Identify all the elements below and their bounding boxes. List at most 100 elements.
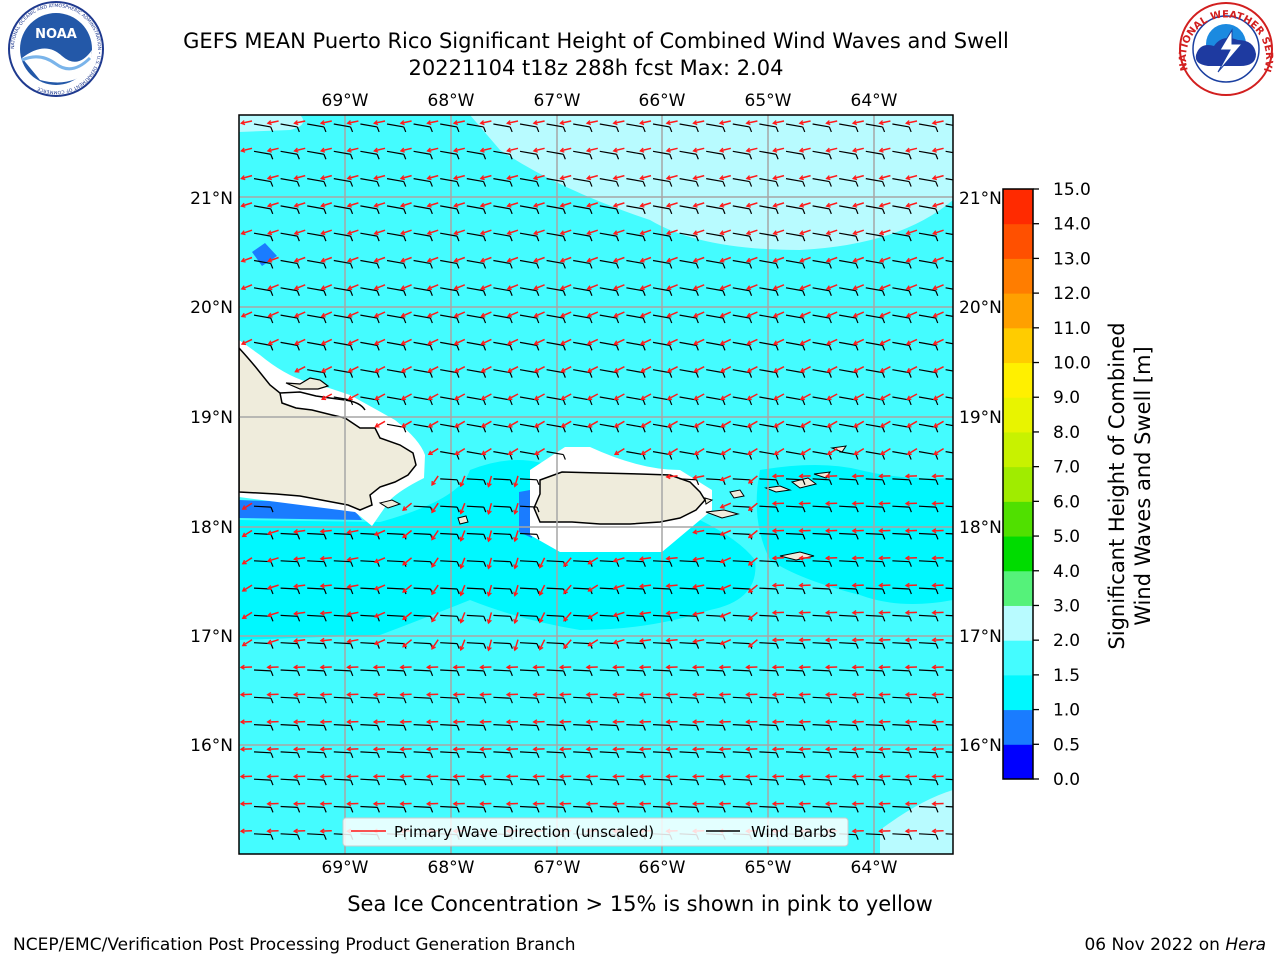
wave-direction-arrowhead xyxy=(241,505,247,510)
wind-barb xyxy=(918,259,936,265)
wind-barb-flag xyxy=(696,725,700,731)
wave-direction-arrow xyxy=(880,420,891,428)
wind-barb-flag xyxy=(429,263,433,269)
wave-direction-arrow xyxy=(693,529,705,534)
wind-barb xyxy=(307,341,325,346)
colorbar-segment xyxy=(1003,709,1033,745)
lon-label: 67°W xyxy=(534,91,581,111)
wind-barb xyxy=(945,805,953,808)
wave-direction-arrowhead xyxy=(853,422,859,428)
wind-barb xyxy=(440,778,458,781)
wave-direction-arrowhead xyxy=(346,746,352,752)
wave-direction-arrow xyxy=(267,229,279,235)
wave-direction-arrow xyxy=(427,174,439,180)
wave-direction-arrow xyxy=(560,202,572,207)
wave-direction-arrow xyxy=(431,530,439,541)
wave-direction-arrowhead xyxy=(906,422,912,428)
wind-barb xyxy=(945,778,953,781)
wave-direction-arrowhead xyxy=(480,367,486,373)
wind-barb-flag xyxy=(270,290,274,296)
wave-direction-arrow xyxy=(826,311,838,318)
wind-barb-flag xyxy=(722,126,726,133)
wind-barb xyxy=(812,287,830,292)
wind-barb-flag xyxy=(722,454,726,460)
wind-barb xyxy=(892,751,910,754)
wave-direction-arrowhead xyxy=(373,120,379,126)
wind-barb-flag xyxy=(695,317,699,324)
wind-barb xyxy=(865,505,883,508)
wind-barb xyxy=(360,669,378,672)
wind-barb xyxy=(652,314,670,319)
wind-barb-flag xyxy=(536,235,540,242)
wave-direction-arrowhead xyxy=(932,367,938,373)
land-st-croix xyxy=(779,551,815,561)
wave-direction-arrowhead xyxy=(372,719,378,725)
wave-direction-arrow xyxy=(454,420,466,428)
wind-barb-flag xyxy=(935,399,939,406)
wind-barb-flag xyxy=(456,779,460,786)
wave-direction-arrowhead xyxy=(931,664,937,670)
wave-direction-arrowhead xyxy=(532,691,538,698)
wave-direction-arrow xyxy=(320,174,332,180)
wave-direction-arrow xyxy=(487,584,493,596)
wave-direction-arrow xyxy=(294,202,306,207)
wind-barb-flag xyxy=(829,561,833,567)
wave-direction-arrowhead xyxy=(612,230,619,236)
wave-direction-arrowhead xyxy=(612,773,618,780)
wind-barb-flag xyxy=(935,479,939,486)
wave-direction-arrowhead xyxy=(459,591,465,597)
wave-direction-arrowhead xyxy=(585,147,592,153)
wave-direction-arrow xyxy=(720,584,732,591)
wind-barb-flag xyxy=(775,126,779,133)
noaa-logo-text: NOAA xyxy=(35,27,77,42)
wave-direction-arrow xyxy=(454,311,466,318)
wave-direction-arrow xyxy=(933,420,944,428)
wind-barb xyxy=(706,696,724,699)
wave-direction-arrows-layer xyxy=(239,120,944,834)
wind-barb-flag xyxy=(350,752,354,759)
wave-direction-arrow xyxy=(375,420,386,428)
wave-direction-arrowhead xyxy=(459,618,465,624)
wave-direction-arrowhead xyxy=(665,801,671,807)
wind-barb xyxy=(386,287,404,292)
wave-direction-arrow xyxy=(773,174,785,180)
wind-barb-flag xyxy=(829,643,833,649)
wave-direction-arrow xyxy=(773,120,785,125)
wave-direction-arrow xyxy=(320,638,332,642)
wind-barb-flag xyxy=(376,208,380,215)
wind-barb-flag xyxy=(722,670,726,677)
wind-barb xyxy=(466,505,484,508)
wind-barb-flag xyxy=(696,697,700,704)
wave-direction-arrowhead xyxy=(538,645,544,651)
wind-barb xyxy=(573,396,591,401)
wave-direction-arrowhead xyxy=(513,536,519,543)
wind-barb xyxy=(626,178,644,183)
wind-barb xyxy=(679,614,697,617)
wave-direction-arrowhead xyxy=(506,175,512,181)
wind-barb xyxy=(865,341,883,346)
wind-barb-flag xyxy=(323,697,327,704)
wind-barb xyxy=(706,396,724,401)
wave-direction-arrow xyxy=(721,447,732,456)
wind-barb xyxy=(466,314,484,319)
wind-barb-flag xyxy=(456,208,460,215)
wind-barb xyxy=(945,123,953,126)
wind-barb xyxy=(892,778,910,781)
wind-barb xyxy=(839,423,857,428)
wind-barb xyxy=(732,396,750,401)
wind-barb xyxy=(307,178,325,183)
wave-direction-arrowhead xyxy=(640,367,646,373)
wind-barb-flag xyxy=(642,290,646,296)
wind-barb-flag xyxy=(829,725,833,731)
wave-direction-arrowhead xyxy=(666,422,673,428)
wind-barb-flag xyxy=(323,561,327,567)
wind-barb xyxy=(679,259,697,265)
wave-direction-arrowhead xyxy=(612,257,619,263)
wave-direction-arrow xyxy=(641,420,652,428)
wave-direction-arrowhead xyxy=(906,395,912,401)
wind-barb-flag xyxy=(935,616,939,622)
wave-direction-arrowhead xyxy=(372,746,378,752)
wave-direction-arrowhead xyxy=(479,257,486,263)
wind-barb xyxy=(360,232,378,237)
wind-barb xyxy=(706,123,724,128)
